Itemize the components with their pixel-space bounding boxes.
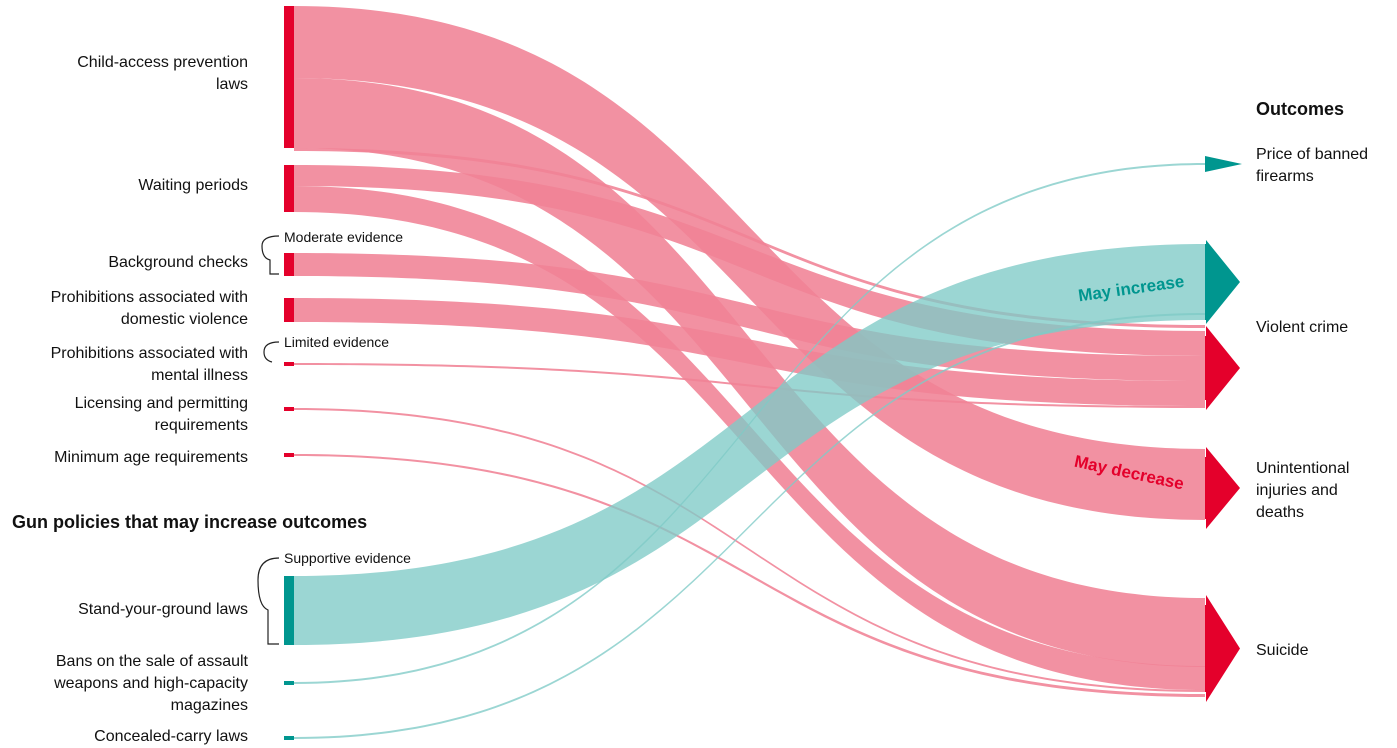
policy-bar-minimum-age-requirements xyxy=(284,453,294,457)
policy-label-domestic-violence: Prohibitions associated with domestic vi… xyxy=(50,289,248,328)
policy-bar-stand-your-ground-laws xyxy=(284,576,294,645)
outcome-arrow-suicide xyxy=(1205,595,1240,702)
outcome-label-unintentional: Unintentional injuries and deaths xyxy=(1256,460,1350,521)
policy-bar-prohibitions-associated-with-mental-illness xyxy=(284,362,294,366)
outcome-label-suicide: Suicide xyxy=(1256,642,1309,659)
flow-concealed-carry-laws-to-violent-crime xyxy=(294,313,1205,739)
outcome-arrows xyxy=(1205,156,1242,702)
flow-licensing-and-permitting-requirements-to-suicide xyxy=(294,408,1205,692)
increase-flows xyxy=(294,163,1205,739)
policy-bar-prohibitions-associated-with-domestic-violence xyxy=(284,298,294,322)
moderate-evidence-label: Moderate evidence xyxy=(284,229,404,245)
flow-child-access-prevention-laws-to-violent-crime xyxy=(294,148,1205,328)
policy-label-child-access: Child-access prevention laws xyxy=(77,54,248,93)
policy-bar-background-checks xyxy=(284,253,294,276)
flow-child-access-prevention-laws-to-suicide xyxy=(294,78,1205,667)
outcome-label-violent-crime: Violent crime xyxy=(1256,319,1349,336)
policy-label-mental-illness: Prohibitions associated with mental illn… xyxy=(50,345,248,384)
policy-bars xyxy=(284,6,294,740)
flow-prohibitions-associated-with-mental-illness-to-violent-crime xyxy=(294,363,1205,408)
policy-bar-licensing-and-permitting-requirements xyxy=(284,407,294,411)
flow-prohibitions-associated-with-domestic-violence-to-violent-crime xyxy=(294,298,1205,406)
policy-label-stand-your-ground: Stand-your-ground laws xyxy=(78,601,248,618)
flow-bans-on-the-sale-of-assault-weapons-and-high-capacity-magazines-to-price-of-banned-firearms xyxy=(294,163,1205,684)
outcome-arrow-price-of-banned-firearms xyxy=(1205,156,1242,172)
policy-label-assault-weapons-ban: Bans on the sale of assault weapons and … xyxy=(54,653,248,714)
supportive-evidence-label: Supportive evidence xyxy=(284,550,411,566)
policy-bar-bans-on-the-sale-of-assault-weapons-and-high-capacity-magazines xyxy=(284,681,294,685)
policy-bar-concealed-carry-laws xyxy=(284,736,294,740)
increase-policies-heading: Gun policies that may increase outcomes xyxy=(12,512,368,532)
outcome-label-price: Price of banned firearms xyxy=(1256,146,1369,185)
limited-evidence-label: Limited evidence xyxy=(284,334,390,350)
limited-evidence-bracket xyxy=(263,341,280,363)
policy-label-licensing: Licensing and permitting requirements xyxy=(74,395,248,434)
outcome-arrow-may-increase xyxy=(1205,240,1240,324)
policy-label-minimum-age: Minimum age requirements xyxy=(54,449,248,466)
flow-minimum-age-requirements-to-suicide xyxy=(294,454,1205,697)
flow-stand-your-ground-laws-to-violent-crime xyxy=(294,244,1205,645)
moderate-evidence-bracket xyxy=(261,235,280,275)
outcome-arrow-violent-crime xyxy=(1205,326,1240,410)
supportive-evidence-bracket xyxy=(257,557,280,645)
policy-bar-child-access-prevention-laws xyxy=(284,6,294,148)
policy-label-background-checks: Background checks xyxy=(108,254,248,271)
policy-label-waiting-periods: Waiting periods xyxy=(138,177,248,194)
evidence-brackets xyxy=(257,235,280,645)
flow-waiting-periods-to-violent-crime xyxy=(294,165,1205,356)
outcomes-heading: Outcomes xyxy=(1256,99,1345,119)
policy-bar-waiting-periods xyxy=(284,165,294,212)
outcome-arrow-unintentional-injuries-and-deaths xyxy=(1205,447,1240,529)
policy-label-concealed-carry: Concealed-carry laws xyxy=(94,728,248,745)
